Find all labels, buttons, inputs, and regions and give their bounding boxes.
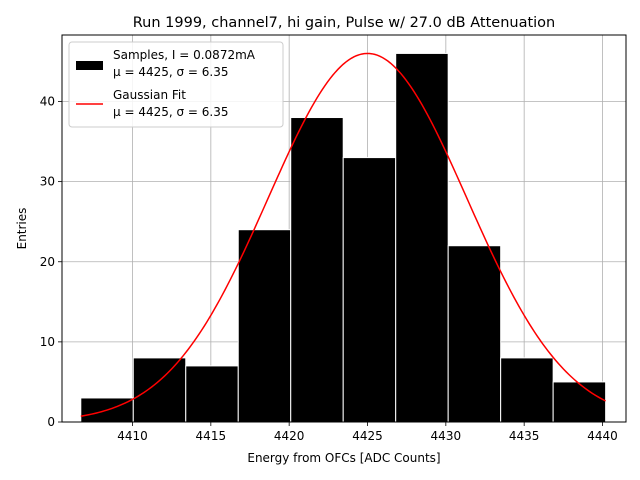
legend-samples-line1: Samples, I = 0.0872mA — [113, 48, 256, 62]
histogram-bars — [80, 52, 607, 423]
x-axis-ticks: 4410 4415 4420 4425 4430 4435 4440 — [117, 422, 618, 443]
legend-fit-line1: Gaussian Fit — [113, 88, 186, 102]
gaussian-fit — [80, 52, 606, 417]
plot-frame — [61, 34, 627, 423]
y-tick-label: 20 — [40, 255, 55, 269]
y-tick-label: 40 — [40, 95, 55, 109]
y-axis-ticks: 0 10 20 30 40 — [40, 95, 62, 429]
legend-fit-line2: μ = 4425, σ = 6.35 — [113, 105, 229, 119]
x-tick-label: 4425 — [352, 429, 383, 443]
legend-swatch-samples — [76, 61, 103, 70]
x-tick-label: 4415 — [196, 429, 227, 443]
histogram-bar — [552, 381, 607, 423]
chart-title: Run 1999, channel7, hi gain, Pulse w/ 27… — [133, 15, 556, 31]
histogram-bar — [237, 229, 292, 423]
histogram-bar — [395, 52, 449, 423]
x-tick-label: 4430 — [431, 429, 462, 443]
histogram-bar — [342, 157, 397, 423]
x-tick-label: 4435 — [509, 429, 540, 443]
histogram-bar — [132, 357, 187, 423]
histogram-bar — [290, 117, 344, 423]
y-tick-label: 30 — [40, 175, 55, 189]
legend-samples-line2: μ = 4425, σ = 6.35 — [113, 65, 229, 79]
x-tick-label: 4410 — [117, 429, 148, 443]
legend-box — [68, 41, 284, 128]
y-axis-label: Entries — [15, 208, 29, 250]
legend: Samples, I = 0.0872mA μ = 4425, σ = 6.35… — [68, 41, 284, 128]
histogram-bar — [447, 245, 502, 423]
histogram-bar — [185, 365, 239, 423]
y-tick-label: 10 — [40, 335, 55, 349]
histogram-bar — [500, 357, 554, 423]
fit-curve — [80, 52, 606, 417]
y-tick-label: 0 — [47, 415, 55, 429]
x-tick-label: 4440 — [587, 429, 618, 443]
x-tick-label: 4420 — [274, 429, 305, 443]
x-axis-label: Energy from OFCs [ADC Counts] — [247, 451, 440, 465]
